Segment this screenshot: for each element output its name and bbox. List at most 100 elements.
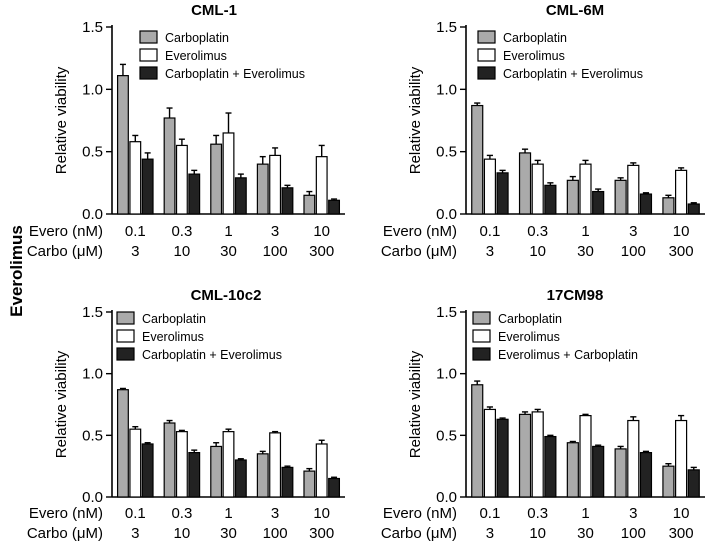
x-tick-label-carbo: 300 (669, 525, 694, 542)
bar (471, 384, 484, 498)
y-tick-label: 1.5 (82, 19, 103, 36)
bar (496, 172, 509, 215)
bar (188, 452, 201, 498)
x-tick-label-evero: 0.1 (479, 505, 500, 522)
y-axis-label: Relative viability (407, 66, 424, 174)
x-tick-label-carbo: 3 (486, 525, 494, 542)
bar (328, 199, 341, 215)
x-tick-label-evero: 10 (313, 505, 330, 522)
x-tick-label-evero: 10 (673, 505, 690, 522)
bar (234, 459, 247, 498)
x-tick-label-carbo: 30 (220, 525, 237, 542)
bar (627, 164, 640, 215)
x-tick-label-evero: 1 (224, 505, 232, 522)
x-tick-label-evero: 0.1 (125, 505, 146, 522)
row-label-carbo: Carbo (μM) (27, 243, 103, 260)
bar (592, 445, 605, 498)
y-axis-label: Relative viability (53, 350, 70, 458)
legend-label: Carboplatin (498, 312, 562, 326)
chart-title: 17CM98 (547, 287, 604, 304)
y-tick-label: 0.5 (82, 144, 103, 161)
row-label-carbo: Carbo (μM) (27, 525, 103, 542)
bar (116, 75, 129, 215)
bar (496, 418, 509, 498)
legend-label: Everolimus (498, 330, 560, 344)
bar (234, 177, 247, 215)
chart-panel: CML-6M 0.0 0.5 1.0 1.5 Relative viability 0.1 3… (381, 2, 705, 260)
bar (222, 431, 235, 498)
chart-title: CML-10c2 (191, 287, 262, 304)
bar (687, 469, 700, 498)
x-tick-label-evero: 1 (224, 223, 232, 240)
bar (579, 415, 592, 498)
legend-label: Carboplatin + Everolimus (503, 67, 643, 81)
bar (518, 413, 532, 498)
bar (531, 163, 544, 215)
x-tick-label-evero: 10 (673, 223, 690, 240)
legend-swatch (116, 329, 135, 343)
bar (627, 419, 640, 498)
bar (614, 448, 627, 498)
x-tick-label-evero: 0.3 (527, 223, 548, 240)
x-tick-label-carbo: 100 (263, 525, 288, 542)
bar (662, 465, 675, 498)
bar (303, 470, 316, 498)
bar (222, 132, 235, 215)
x-tick-label-carbo: 100 (263, 243, 288, 260)
bar (303, 194, 316, 215)
x-tick-label-carbo: 3 (131, 525, 139, 542)
bar (639, 452, 653, 498)
chart-panel: 17CM98 0.0 0.5 1.0 1.5 Relative viability 0.1 3… (381, 287, 705, 542)
bar (256, 163, 269, 215)
bar (269, 154, 282, 215)
legend-label: Everolimus (165, 49, 227, 63)
x-tick-label-evero: 10 (313, 223, 330, 240)
bar (175, 431, 188, 498)
bar (315, 443, 328, 498)
bar (163, 117, 176, 215)
bar (163, 422, 176, 498)
bar (544, 435, 557, 498)
x-tick-label-carbo: 30 (220, 243, 237, 260)
y-tick-label: 0.5 (436, 144, 457, 161)
legend-swatch (116, 347, 135, 361)
y-axis-label: Relative viability (407, 350, 424, 458)
bar (531, 411, 544, 498)
bar (675, 419, 688, 498)
row-label-evero: Evero (nM) (29, 505, 103, 522)
bar (116, 389, 129, 498)
y-axis-label: Relative viability (53, 66, 70, 174)
x-tick-label-evero: 3 (271, 505, 279, 522)
bar (471, 104, 484, 215)
x-tick-label-carbo: 10 (174, 243, 191, 260)
y-tick-label: 0.0 (436, 489, 457, 506)
row-label-carbo: Carbo (μM) (381, 243, 457, 260)
legend-label: Carboplatin + Everolimus (165, 67, 305, 81)
bar (281, 466, 294, 498)
x-tick-label-carbo: 300 (309, 525, 334, 542)
x-tick-label-carbo: 10 (174, 525, 191, 542)
bar (175, 144, 188, 215)
bar (614, 179, 627, 215)
x-tick-label-carbo: 30 (577, 243, 594, 260)
bar (129, 428, 142, 498)
legend-swatch (139, 66, 158, 80)
legend-label: Everolimus (142, 330, 204, 344)
x-tick-label-carbo: 3 (486, 243, 494, 260)
x-tick-label-carbo: 10 (529, 525, 546, 542)
bar (210, 445, 223, 498)
legend-swatch (472, 311, 491, 325)
legend-swatch (477, 30, 496, 44)
x-tick-label-carbo: 30 (577, 525, 594, 542)
y-tick-label: 0.0 (82, 489, 103, 506)
x-tick-label-evero: 3 (271, 223, 279, 240)
row-label-carbo: Carbo (μM) (381, 525, 457, 542)
x-tick-label-evero: 0.1 (125, 223, 146, 240)
y-tick-label: 1.0 (436, 81, 457, 98)
bar (328, 477, 341, 498)
chart-title: CML-6M (546, 2, 604, 19)
bar (483, 158, 496, 215)
bar (566, 442, 579, 498)
y-tick-label: 0.5 (82, 427, 103, 444)
